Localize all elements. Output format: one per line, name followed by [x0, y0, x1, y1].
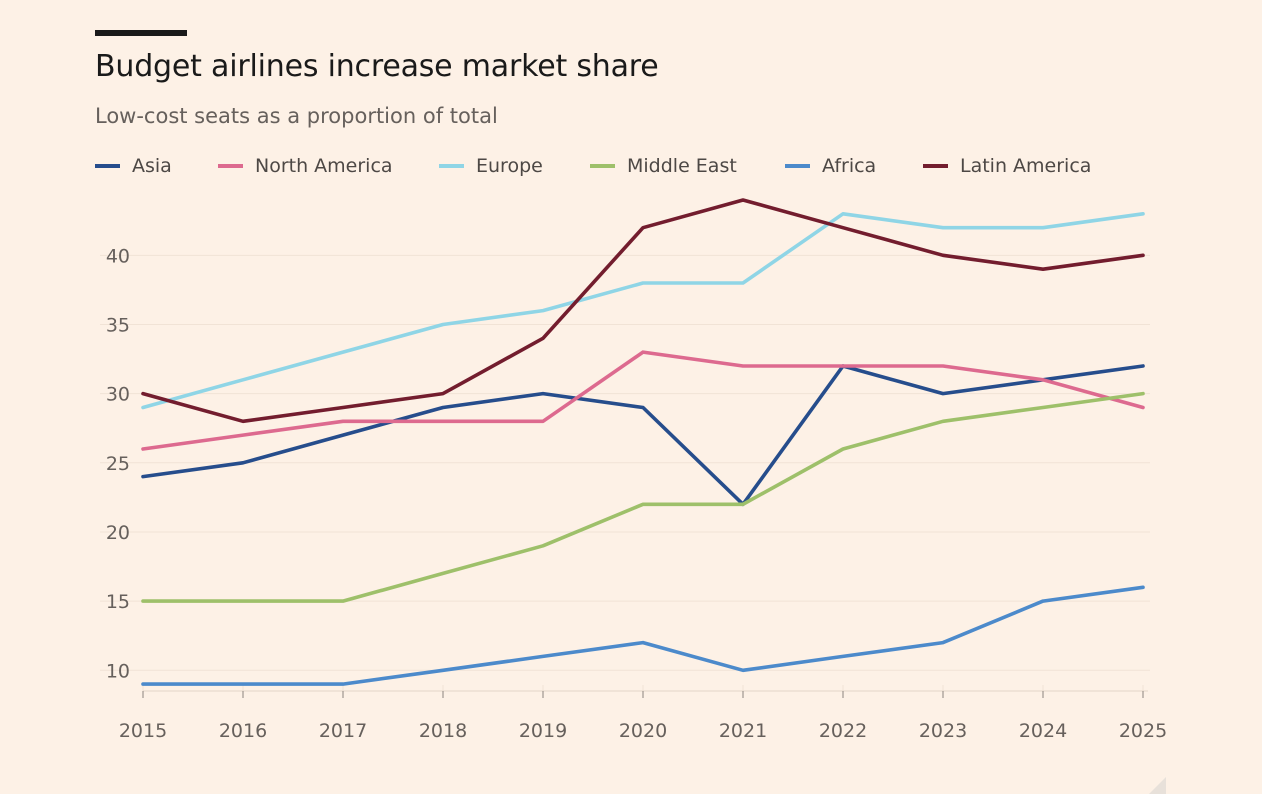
legend-swatch-latin-america	[923, 164, 948, 168]
x-tick-label: 2025	[1119, 720, 1167, 742]
x-tick-label: 2022	[819, 720, 867, 742]
y-tick-label: 30	[106, 384, 130, 406]
series-line-latin-america	[141, 198, 1145, 424]
legend-swatch-asia	[95, 164, 120, 168]
legend-item-middle-east: Middle East	[590, 152, 737, 180]
x-tick-label: 2018	[419, 720, 467, 742]
legend-item-north-america: North America	[218, 152, 393, 180]
x-tick-label: 2023	[919, 720, 967, 742]
corner-mark	[1149, 777, 1166, 794]
legend: Asia North America Europe Middle East Africa…	[95, 152, 1195, 180]
chart-subtitle: Low-cost seats as a proportion of total	[95, 104, 498, 128]
legend-label: Africa	[822, 155, 877, 177]
series-line-europe	[141, 212, 1145, 410]
series-line-north-america	[141, 350, 1145, 451]
x-tick-label: 2021	[719, 720, 767, 742]
legend-swatch-north-america	[218, 164, 243, 168]
title-accent-bar	[95, 30, 187, 36]
x-tick-label: 2016	[219, 720, 267, 742]
y-tick-label: 25	[106, 453, 130, 475]
legend-label: Europe	[476, 155, 543, 177]
legend-item-europe: Europe	[439, 152, 543, 180]
x-tick-label: 2019	[519, 720, 567, 742]
legend-swatch-europe	[439, 164, 464, 168]
legend-label: Middle East	[627, 155, 737, 177]
y-tick-label: 20	[106, 522, 130, 544]
legend-swatch-middle-east	[590, 164, 615, 168]
x-tick-label: 2024	[1019, 720, 1067, 742]
y-tick-label: 15	[106, 591, 130, 613]
series-line-asia	[141, 364, 1145, 507]
chart-title: Budget airlines increase market share	[95, 49, 659, 84]
y-tick-label: 10	[106, 660, 130, 682]
x-tick-label: 2015	[119, 720, 167, 742]
legend-item-latin-america: Latin America	[923, 152, 1091, 180]
x-tick-label: 2020	[619, 720, 667, 742]
x-tick-label: 2017	[319, 720, 367, 742]
legend-label: Asia	[132, 155, 172, 177]
y-tick-label: 40	[106, 245, 130, 267]
legend-item-africa: Africa	[785, 152, 876, 180]
series-line-middle-east	[141, 391, 1145, 603]
y-tick-label: 35	[106, 314, 130, 336]
series-line-africa	[141, 585, 1145, 686]
legend-label: Latin America	[960, 155, 1092, 177]
legend-swatch-africa	[785, 164, 810, 168]
legend-label: North America	[255, 155, 393, 177]
legend-item-asia: Asia	[95, 152, 172, 180]
